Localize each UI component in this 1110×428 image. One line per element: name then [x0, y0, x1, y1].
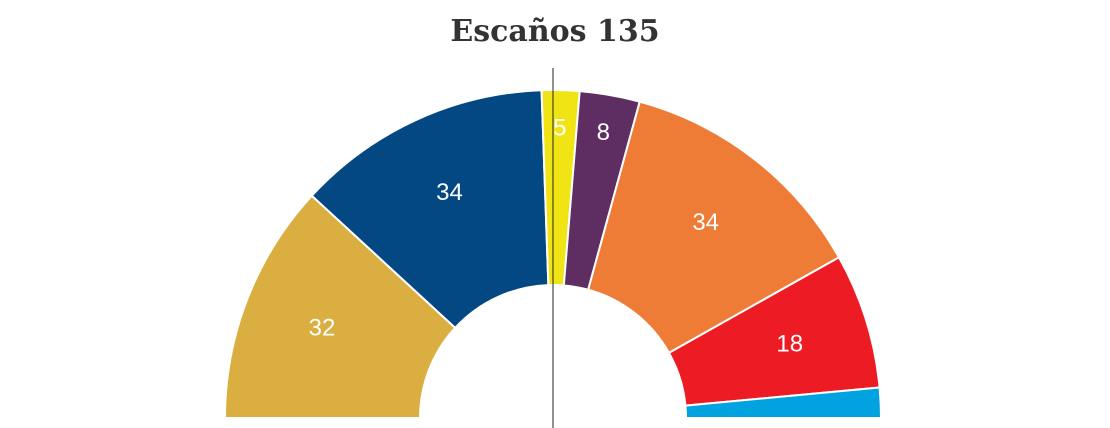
seat-label-5: 18: [776, 331, 803, 358]
seat-segment-0: [223, 194, 457, 419]
seat-label-3: 8: [597, 119, 610, 146]
seat-segment-6: [684, 386, 883, 419]
seat-label-1: 34: [436, 179, 463, 206]
seat-label-2: 5: [553, 115, 566, 142]
seat-segment-4: [586, 100, 841, 355]
seat-segment-1: [310, 89, 550, 330]
seat-label-4: 34: [692, 209, 719, 236]
chart-title: Escaños 135: [450, 14, 660, 49]
seat-label-0: 32: [309, 314, 336, 341]
